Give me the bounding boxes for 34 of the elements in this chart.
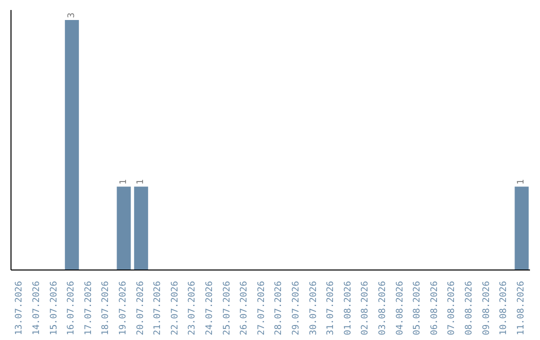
x-tick-label: 25.07.2026 — [222, 281, 232, 336]
x-tick-label: 01.08.2026 — [343, 281, 354, 336]
x-tick-label: 29.07.2026 — [291, 281, 302, 336]
x-tick-label: 18.07.2026 — [101, 281, 112, 336]
x-tick-label: 06.08.2026 — [430, 281, 440, 336]
data-label: 3 — [66, 12, 77, 18]
x-tick-label: 23.07.2026 — [188, 281, 198, 336]
x-tick-label: 13.07.2026 — [14, 281, 25, 336]
x-tick-label: 04.08.2026 — [395, 281, 406, 336]
x-tick-label: 17.07.2026 — [84, 281, 94, 336]
x-tick-label: 19.07.2026 — [118, 281, 128, 336]
x-tick-label: 28.07.2026 — [274, 281, 284, 336]
x-tick-label: 14.07.2026 — [32, 281, 42, 336]
x-tick-label: 08.08.2026 — [464, 281, 474, 336]
data-label: 1 — [516, 179, 527, 185]
x-tick-label: 15.07.2026 — [49, 281, 60, 336]
x-tick-label: 02.08.2026 — [360, 281, 371, 336]
data-label: 1 — [118, 179, 129, 185]
x-tick-label: 20.07.2026 — [136, 281, 146, 336]
x-tick-label: 26.07.2026 — [240, 281, 250, 336]
x-tick-label: 07.08.2026 — [447, 281, 458, 336]
x-tick-label: 21.07.2026 — [153, 281, 164, 336]
x-tick-label: 27.07.2026 — [256, 281, 267, 336]
x-tick-label: 11.08.2026 — [516, 281, 526, 336]
x-tick-label: 22.07.2026 — [170, 281, 180, 336]
x-tick-label: 31.07.2026 — [326, 281, 336, 336]
x-tick-label: 09.08.2026 — [482, 281, 492, 336]
x-tick-label: 16.07.2026 — [66, 281, 77, 336]
x-tick-label: 24.07.2026 — [204, 281, 215, 336]
x-tick-label: 03.08.2026 — [378, 281, 388, 336]
x-tick-label: 10.08.2026 — [499, 281, 510, 336]
data-label: 1 — [136, 179, 146, 185]
x-tick-label: 30.07.2026 — [308, 281, 319, 336]
x-tick-label: 05.08.2026 — [412, 281, 423, 336]
